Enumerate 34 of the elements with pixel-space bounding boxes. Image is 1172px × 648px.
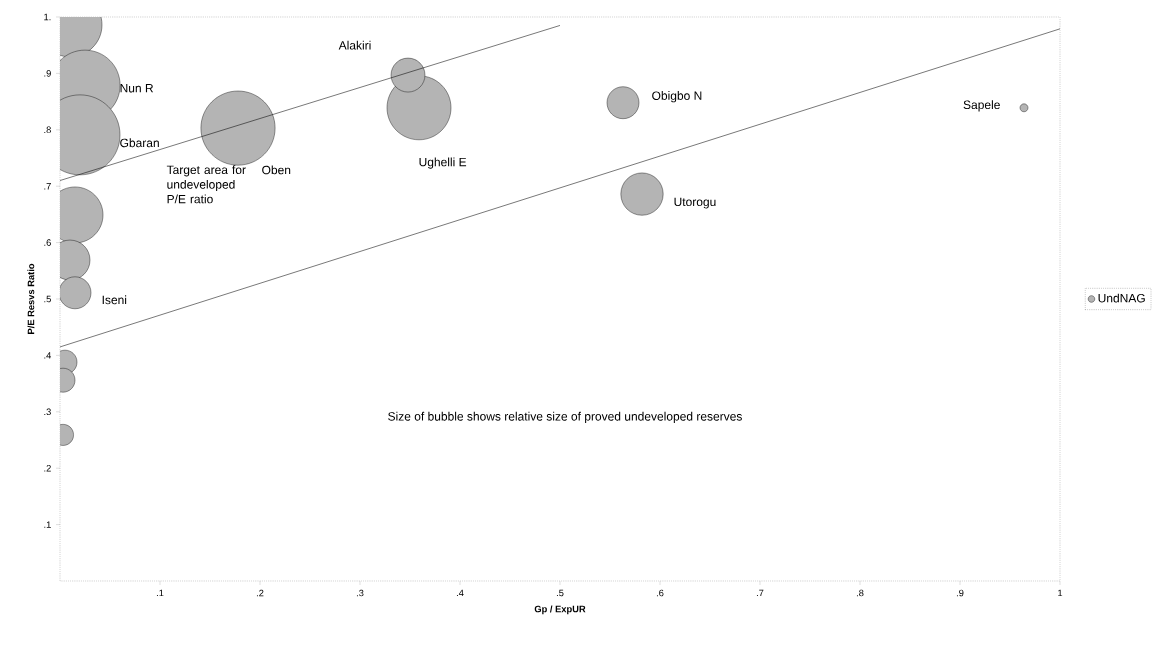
y-tick-label: .6 bbox=[44, 239, 51, 246]
x-tick-label: .8 bbox=[856, 589, 864, 597]
x-tick-label: .1 bbox=[156, 589, 164, 597]
annotation: Oben bbox=[262, 165, 291, 175]
x-tick-label: .5 bbox=[556, 589, 564, 597]
y-axis-title: P/E Resvs Ratio bbox=[27, 263, 35, 334]
y-tick-label: 1. bbox=[44, 13, 51, 21]
annotation: Alakiri bbox=[338, 40, 371, 50]
annotation: Target area for undeveloped P/E ratio bbox=[166, 165, 246, 204]
y-tick-label: .9 bbox=[44, 70, 51, 77]
annotation: Utorogu bbox=[674, 197, 716, 209]
annotation: Iseni bbox=[102, 295, 127, 305]
annotation: Size of bubble shows relative size of proved undeveloped reserves bbox=[388, 411, 742, 424]
x-tick-label: .3 bbox=[356, 589, 364, 597]
annotation: Obigbo N bbox=[652, 91, 702, 103]
annotation: Gbaran bbox=[120, 138, 159, 148]
y-tick-label: .2 bbox=[44, 464, 51, 472]
y-tick-label: .8 bbox=[44, 126, 51, 134]
y-tick-label: .4 bbox=[44, 352, 52, 359]
y-tick-label: .7 bbox=[44, 182, 51, 190]
y-tick-label: .3 bbox=[44, 408, 51, 416]
y-tick-label: .1 bbox=[44, 521, 51, 528]
x-tick-label: .4 bbox=[456, 589, 464, 597]
legend-label: UndNAG bbox=[1098, 293, 1145, 303]
x-tick-label: 1 bbox=[1058, 589, 1063, 597]
x-tick-label: .7 bbox=[756, 589, 764, 597]
annotation: Ughelli E bbox=[419, 157, 467, 169]
x-tick-label: .2 bbox=[256, 589, 264, 597]
x-tick-label: .9 bbox=[956, 589, 964, 597]
y-tick-label: .5 bbox=[44, 295, 51, 303]
annotation: Nun R bbox=[120, 84, 154, 93]
annotation: Sapele bbox=[963, 100, 1000, 112]
x-tick-label: .6 bbox=[656, 589, 664, 597]
x-axis-title: Gp / ExpUR bbox=[534, 605, 586, 615]
